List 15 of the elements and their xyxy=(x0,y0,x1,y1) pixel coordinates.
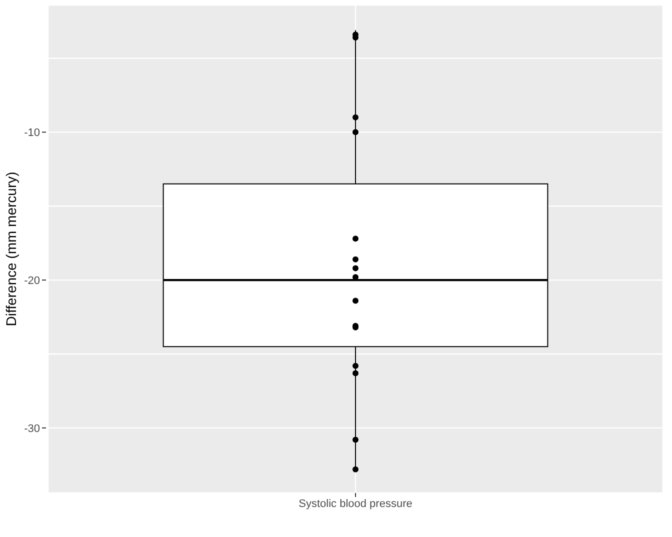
y-tick-label: -30 xyxy=(24,422,40,435)
point xyxy=(352,436,358,443)
point xyxy=(352,298,358,304)
point xyxy=(352,362,358,369)
y-tick-label: -10 xyxy=(24,127,40,140)
x-tick-label: Systolic blood pressure xyxy=(298,498,412,510)
point xyxy=(352,236,358,242)
point xyxy=(352,370,358,376)
point xyxy=(352,265,358,272)
point xyxy=(352,256,358,262)
y-tick-label: -20 xyxy=(24,275,40,288)
point xyxy=(352,114,358,120)
point xyxy=(352,129,358,136)
y-axis-title: Difference (mm mercury) xyxy=(2,172,19,326)
point xyxy=(352,466,358,472)
